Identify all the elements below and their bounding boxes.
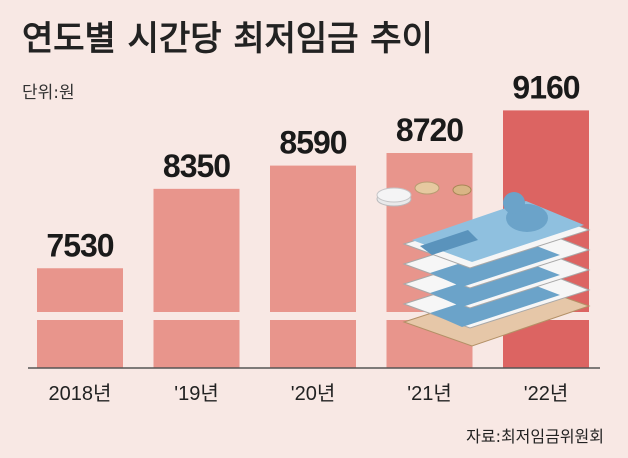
category-label-4: '22년 [524, 382, 568, 405]
value-label-0: 7530 [46, 227, 113, 263]
bar-2 [270, 165, 356, 368]
value-label-2: 8590 [279, 125, 346, 161]
category-label-0: 2018년 [49, 382, 112, 405]
source-label: 자료:최저임금위원회 [466, 427, 604, 446]
banknotes-icon [402, 192, 591, 347]
bar-1 [153, 188, 240, 368]
category-labels: 2018년 '19년 '20년 '21년 '22년 [49, 382, 569, 405]
unit-label: 단위:원 [22, 83, 75, 103]
coins-icon [376, 181, 472, 207]
category-label-2: '20년 [291, 382, 335, 405]
value-label-4: 9160 [512, 69, 579, 105]
category-label-1: '19년 [174, 382, 218, 405]
value-labels: 7530 8350 8590 8720 9160 [46, 69, 580, 263]
chart-title: 연도별 시간당 최저임금 추이 [22, 19, 433, 59]
axis-break-band [30, 312, 600, 320]
category-label-3: '21년 [407, 382, 451, 405]
money-illustration [376, 181, 591, 347]
value-label-1: 8350 [163, 148, 230, 184]
value-label-3: 8720 [396, 112, 463, 148]
